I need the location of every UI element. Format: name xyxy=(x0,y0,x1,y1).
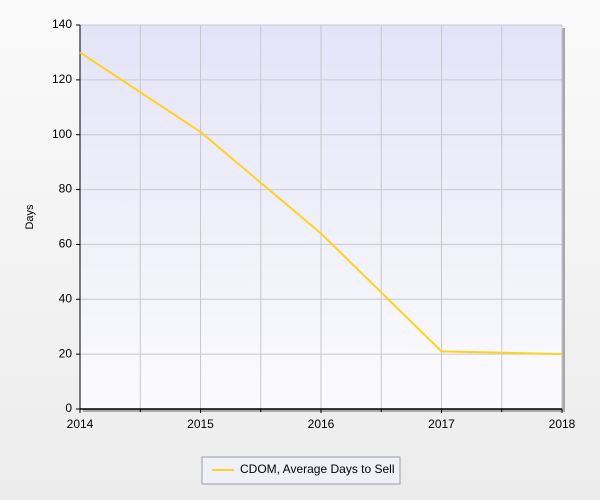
y-tick-label: 0 xyxy=(65,401,72,415)
y-tick-label: 40 xyxy=(59,291,73,305)
legend-box xyxy=(201,456,401,485)
y-tick-label: 80 xyxy=(59,182,73,196)
x-tick-label: 2016 xyxy=(308,417,335,431)
y-tick-label: 20 xyxy=(59,346,73,360)
x-tick-label: 2014 xyxy=(67,417,94,431)
x-tick-label: 2015 xyxy=(187,417,214,431)
y-axis-label: Days xyxy=(24,204,36,230)
x-tick-label: 2018 xyxy=(549,417,576,431)
y-tick-label: 60 xyxy=(59,237,73,251)
legend-label: CDOM, Average Days to Sell xyxy=(240,462,395,476)
x-tick-label: 2017 xyxy=(428,417,455,431)
y-tick-label: 100 xyxy=(52,127,72,141)
y-tick-label: 140 xyxy=(52,17,72,31)
y-tick-label: 120 xyxy=(52,72,72,86)
data-line xyxy=(79,51,563,356)
